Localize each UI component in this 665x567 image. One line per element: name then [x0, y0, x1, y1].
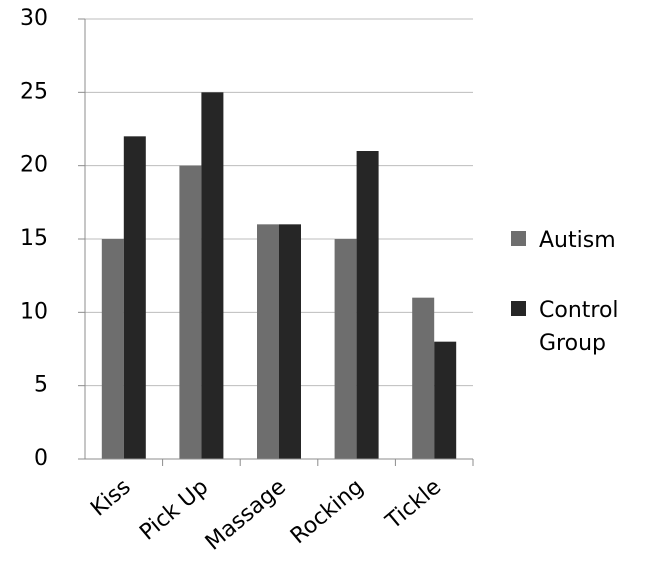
bar-control-group-tickle [434, 341, 457, 459]
x-tick-label: Massage [201, 474, 291, 555]
legend-label: Control [539, 298, 619, 323]
bar-autism-rocking [334, 239, 357, 459]
bar-autism-massage [257, 224, 279, 459]
axes [78, 18, 474, 466]
y-tick-label: 5 [34, 373, 48, 398]
x-tick-label: Tickle [381, 474, 446, 535]
y-tick-label: 30 [20, 6, 48, 31]
bar-control-group-pick-up [201, 92, 224, 459]
legend-label: Autism [539, 228, 616, 253]
bar-autism-pick-up [179, 165, 202, 459]
bar-autism-kiss [101, 239, 124, 459]
legend-swatch [511, 231, 526, 246]
y-tick-label: 15 [20, 226, 48, 251]
legend-swatch [511, 301, 526, 316]
x-tick-label: Rocking [286, 474, 368, 549]
y-tick-label: 25 [20, 79, 48, 104]
y-tick-label: 10 [20, 299, 48, 324]
x-tick-label: Kiss [86, 474, 135, 521]
y-tick-label: 20 [20, 153, 48, 178]
bar-autism-tickle [412, 297, 435, 459]
bar-control-group-massage [279, 224, 301, 459]
bars [101, 92, 457, 460]
legend: Autism Control Group [511, 228, 619, 356]
y-tick-label: 0 [34, 446, 48, 471]
bar-control-group-kiss [123, 136, 146, 460]
y-axis-tick-labels: 0 5 10 15 20 25 30 [20, 6, 48, 471]
bar-control-group-rocking [356, 151, 379, 459]
legend-label: Group [539, 331, 606, 356]
